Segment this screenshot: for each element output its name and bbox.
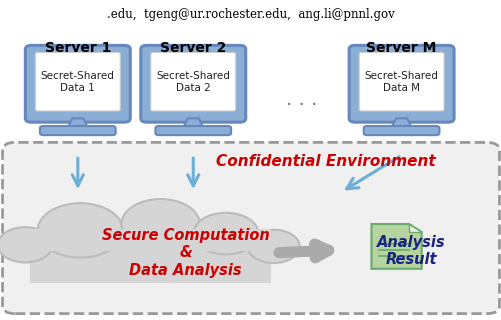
Circle shape (193, 213, 258, 254)
Polygon shape (371, 224, 421, 269)
Text: Server 1: Server 1 (45, 41, 111, 55)
FancyBboxPatch shape (40, 126, 115, 135)
FancyBboxPatch shape (150, 52, 235, 111)
FancyBboxPatch shape (3, 142, 498, 314)
FancyBboxPatch shape (35, 52, 120, 111)
FancyBboxPatch shape (363, 126, 438, 135)
Bar (30, 229, 271, 251)
FancyBboxPatch shape (26, 45, 130, 122)
Text: Confidential Environment: Confidential Environment (216, 154, 435, 169)
Circle shape (247, 230, 299, 263)
Ellipse shape (35, 227, 266, 282)
Text: Server 2: Server 2 (160, 41, 226, 55)
Circle shape (0, 227, 53, 262)
Text: .edu,  tgeng@ur.rochester.edu,  ang.li@pnnl.gov: .edu, tgeng@ur.rochester.edu, ang.li@pnn… (107, 8, 394, 21)
Polygon shape (391, 118, 411, 128)
Polygon shape (183, 118, 203, 128)
Text: . . .: . . . (285, 90, 316, 109)
Bar (35, 264, 266, 283)
Polygon shape (68, 118, 88, 128)
FancyBboxPatch shape (349, 45, 453, 122)
Text: Server M: Server M (366, 41, 436, 55)
Circle shape (38, 203, 123, 258)
Text: Secure Computation
&
Data Analysis: Secure Computation & Data Analysis (102, 228, 269, 278)
Polygon shape (408, 224, 421, 232)
Text: Secret-Shared
Data M: Secret-Shared Data M (364, 71, 438, 92)
FancyBboxPatch shape (358, 52, 443, 111)
FancyBboxPatch shape (155, 126, 230, 135)
Bar (30, 254, 271, 283)
Text: Analysis
Result: Analysis Result (377, 235, 445, 268)
Circle shape (121, 199, 199, 249)
Text: Secret-Shared
Data 1: Secret-Shared Data 1 (41, 71, 115, 92)
Text: Secret-Shared
Data 2: Secret-Shared Data 2 (156, 71, 230, 92)
FancyBboxPatch shape (140, 45, 245, 122)
